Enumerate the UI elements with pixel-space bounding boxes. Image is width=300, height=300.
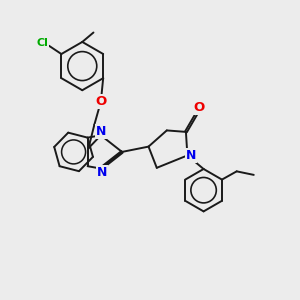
- Text: N: N: [97, 166, 107, 178]
- Text: O: O: [193, 101, 204, 114]
- Text: N: N: [96, 125, 106, 138]
- Text: O: O: [95, 95, 106, 108]
- Text: Cl: Cl: [37, 38, 49, 48]
- Text: N: N: [186, 149, 196, 162]
